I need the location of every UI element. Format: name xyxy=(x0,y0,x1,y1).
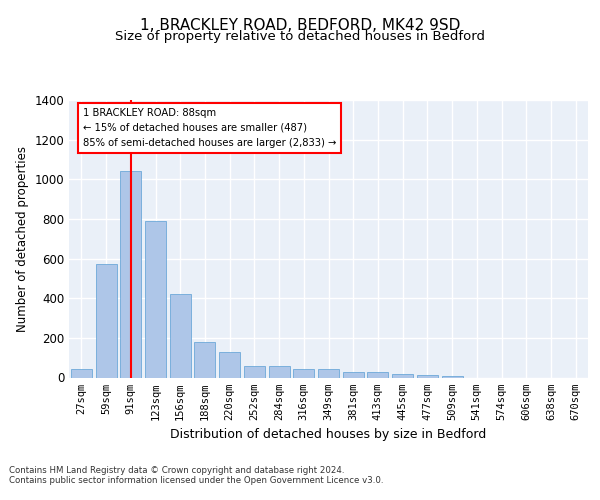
X-axis label: Distribution of detached houses by size in Bedford: Distribution of detached houses by size … xyxy=(170,428,487,441)
Bar xyxy=(219,352,240,378)
Text: Size of property relative to detached houses in Bedford: Size of property relative to detached ho… xyxy=(115,30,485,43)
Bar xyxy=(318,368,339,378)
Bar xyxy=(194,342,215,378)
Bar xyxy=(442,376,463,378)
Y-axis label: Number of detached properties: Number of detached properties xyxy=(16,146,29,332)
Text: Contains HM Land Registry data © Crown copyright and database right 2024.: Contains HM Land Registry data © Crown c… xyxy=(9,466,344,475)
Bar xyxy=(170,294,191,378)
Bar xyxy=(343,372,364,378)
Bar xyxy=(269,366,290,378)
Text: 1 BRACKLEY ROAD: 88sqm
← 15% of detached houses are smaller (487)
85% of semi-de: 1 BRACKLEY ROAD: 88sqm ← 15% of detached… xyxy=(83,108,336,148)
Bar xyxy=(120,172,141,378)
Text: 1, BRACKLEY ROAD, BEDFORD, MK42 9SD: 1, BRACKLEY ROAD, BEDFORD, MK42 9SD xyxy=(140,18,460,32)
Bar xyxy=(293,368,314,378)
Bar xyxy=(95,264,116,378)
Bar xyxy=(367,372,388,378)
Bar xyxy=(244,366,265,378)
Text: Contains public sector information licensed under the Open Government Licence v3: Contains public sector information licen… xyxy=(9,476,383,485)
Bar xyxy=(392,374,413,378)
Bar xyxy=(145,221,166,378)
Bar xyxy=(417,374,438,378)
Bar xyxy=(71,368,92,378)
